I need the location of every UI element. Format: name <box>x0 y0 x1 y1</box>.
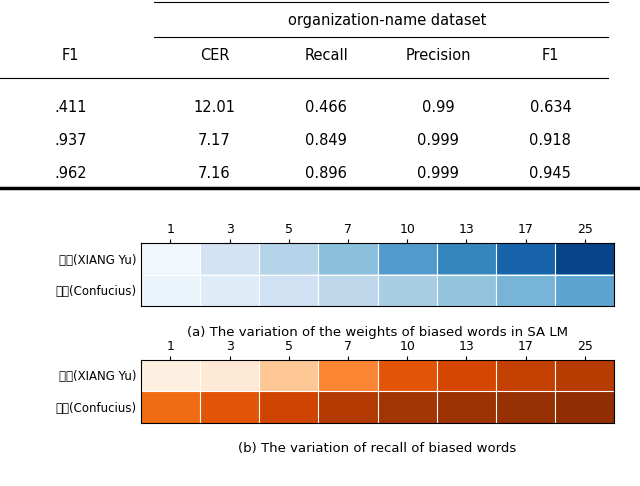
Text: (b) The variation of recall of biased words: (b) The variation of recall of biased wo… <box>239 442 516 455</box>
Text: 0.945: 0.945 <box>529 166 572 181</box>
Text: 0.896: 0.896 <box>305 166 348 181</box>
Text: 7.17: 7.17 <box>198 133 231 148</box>
Text: F1: F1 <box>61 48 79 63</box>
Text: Precision: Precision <box>406 48 471 63</box>
Text: .411: .411 <box>54 100 86 115</box>
Text: .937: .937 <box>54 133 86 148</box>
Text: (a) The variation of the weights of biased words in SA LM: (a) The variation of the weights of bias… <box>187 326 568 339</box>
Text: F1: F1 <box>541 48 559 63</box>
Text: .962: .962 <box>54 166 86 181</box>
Text: 0.466: 0.466 <box>305 100 348 115</box>
Text: organization-name dataset: organization-name dataset <box>288 13 486 28</box>
Text: 0.849: 0.849 <box>305 133 348 148</box>
Text: 0.999: 0.999 <box>417 133 460 148</box>
Text: 7.16: 7.16 <box>198 166 230 181</box>
Text: 0.918: 0.918 <box>529 133 572 148</box>
Text: 0.99: 0.99 <box>422 100 454 115</box>
Text: Recall: Recall <box>305 48 348 63</box>
Text: 0.999: 0.999 <box>417 166 460 181</box>
Text: 0.634: 0.634 <box>529 100 572 115</box>
Text: CER: CER <box>200 48 229 63</box>
Text: 12.01: 12.01 <box>193 100 236 115</box>
